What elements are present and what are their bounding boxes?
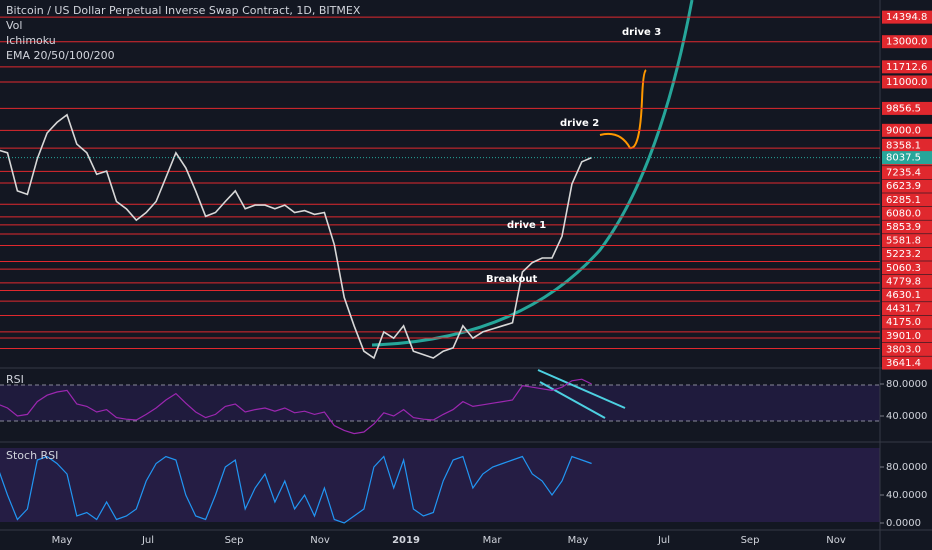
price-label-box [882, 220, 932, 234]
price-label-box [882, 101, 932, 115]
price-label-box [882, 329, 932, 343]
annotation: drive 2 [560, 118, 599, 129]
y-tick-label: 6623.9 [886, 181, 921, 192]
price-label-box [882, 123, 932, 137]
last-price-box [882, 151, 932, 165]
y-tick-label: 5581.8 [886, 236, 921, 247]
price-label-box [882, 166, 932, 180]
price-label-box [882, 75, 932, 89]
y-tick-label: 5223.2 [886, 249, 921, 260]
y-tick-label: 40.0000 [886, 490, 927, 501]
x-tick-label: Sep [225, 535, 244, 546]
x-tick-label: Sep [741, 535, 760, 546]
price-label-box [882, 302, 932, 316]
x-tick-label: 2019 [392, 535, 420, 546]
y-tick-label: 4779.8 [886, 276, 921, 287]
y-tick-label: 4630.1 [886, 290, 921, 301]
rsi-trendline [539, 381, 606, 419]
annotation: Breakout [486, 274, 537, 285]
annotation: drive 1 [507, 220, 546, 231]
price-label-box [882, 261, 932, 275]
projection-drawing [599, 69, 647, 149]
price-label-box [882, 288, 932, 302]
x-tick-label: Jul [141, 535, 154, 546]
y-tick-label: 11000.0 [886, 77, 927, 88]
y-tick-label: 6285.1 [886, 195, 921, 206]
price-label-box [882, 10, 932, 24]
parabola-drawing [371, 0, 694, 347]
price-label-box [882, 138, 932, 152]
last-price-label: 8037.5 [886, 153, 921, 164]
x-tick-label: Jul [657, 535, 670, 546]
annotation: drive 3 [622, 27, 661, 38]
y-tick-label: 11712.6 [886, 62, 927, 73]
y-tick-label: 0.0000 [886, 518, 921, 529]
pane-label: RSI [6, 373, 24, 386]
x-tick-label: Nov [826, 535, 846, 546]
price-label-box [882, 193, 932, 207]
price-label-box [882, 342, 932, 356]
x-tick-label: May [52, 535, 73, 546]
y-tick-label: 5060.3 [886, 263, 921, 274]
stoch-band [0, 448, 880, 522]
y-tick-label: 6080.0 [886, 208, 921, 219]
price-label-box [882, 274, 932, 288]
y-tick-label: 4431.7 [886, 304, 921, 315]
y-tick-label: 9856.5 [886, 103, 921, 114]
x-tick-label: May [568, 535, 589, 546]
y-tick-label: 7235.4 [886, 168, 921, 179]
y-tick-label: 9000.0 [886, 125, 921, 136]
series-line [0, 378, 592, 435]
indicator-label: Ichimoku [6, 34, 56, 47]
y-tick-label: 40.0000 [886, 411, 927, 422]
pane-label: Stoch RSI [6, 449, 58, 462]
price-label-box [882, 234, 932, 248]
series-line [0, 113, 592, 360]
series-line [0, 455, 592, 524]
indicator-label: Vol [6, 19, 22, 32]
price-label-box [882, 206, 932, 220]
price-label-box [882, 60, 932, 74]
price-label-box [882, 179, 932, 193]
price-label-box [882, 315, 932, 329]
y-tick-label: 5853.9 [886, 222, 921, 233]
y-tick-label: 3641.4 [886, 358, 921, 369]
y-tick-label: 80.0000 [886, 379, 927, 390]
y-tick-label: 3901.0 [886, 331, 921, 342]
y-tick-label: 3803.0 [886, 344, 921, 355]
x-tick-label: Nov [310, 535, 330, 546]
rsi-band [0, 385, 880, 421]
y-tick-label: 8358.1 [886, 140, 921, 151]
rsi-trendline [537, 369, 626, 409]
y-tick-label: 14394.8 [886, 12, 927, 23]
y-tick-label: 4175.0 [886, 317, 921, 328]
price-label-box [882, 35, 932, 49]
x-tick-label: Mar [483, 535, 503, 546]
indicator-label: EMA 20/50/100/200 [6, 49, 115, 62]
y-tick-label: 13000.0 [886, 37, 927, 48]
y-tick-label: 80.0000 [886, 462, 927, 473]
price-label-box [882, 356, 932, 370]
chart-title: Bitcoin / US Dollar Perpetual Inverse Sw… [6, 4, 361, 17]
price-label-box [882, 247, 932, 261]
